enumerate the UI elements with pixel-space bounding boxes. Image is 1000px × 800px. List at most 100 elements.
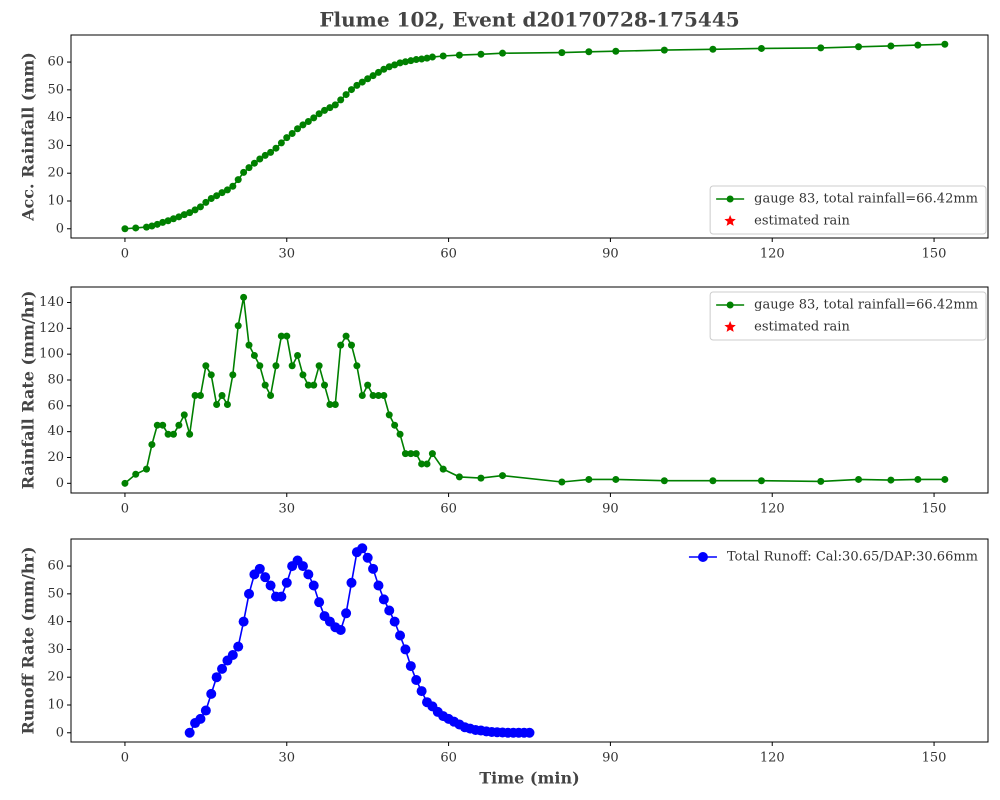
marker	[423, 460, 431, 468]
marker	[143, 223, 151, 231]
marker	[164, 430, 172, 438]
marker	[887, 42, 895, 50]
marker	[202, 198, 210, 206]
y-axis-label: Runoff Rate (mm/hr)	[19, 546, 38, 734]
marker	[407, 57, 415, 65]
x-tick-label: 30	[278, 502, 295, 517]
marker	[143, 465, 151, 473]
marker	[411, 674, 422, 685]
marker	[218, 391, 226, 399]
marker	[153, 421, 161, 429]
marker	[303, 569, 314, 580]
marker	[294, 351, 302, 359]
marker	[206, 688, 217, 699]
marker	[283, 332, 291, 340]
marker	[368, 563, 379, 574]
x-tick-label: 150	[922, 247, 947, 262]
marker	[337, 96, 345, 104]
axes-frame	[70, 538, 989, 743]
marker	[256, 362, 264, 370]
y-tick-label: 20	[47, 450, 64, 465]
marker	[277, 139, 285, 147]
marker	[373, 580, 384, 591]
marker	[321, 381, 329, 389]
y-tick-label: 40	[47, 424, 64, 439]
marker	[121, 479, 129, 487]
x-tick-label: 0	[121, 247, 129, 262]
legend-marker	[697, 552, 708, 562]
y-axis-label: Acc. Rainfall (mm)	[19, 52, 38, 222]
marker	[335, 624, 346, 635]
x-tick-label: 60	[440, 751, 457, 766]
marker	[389, 616, 400, 627]
marker	[887, 476, 895, 484]
marker	[353, 81, 361, 89]
marker	[245, 164, 253, 172]
marker	[524, 727, 535, 738]
legend-label: estimated rain	[754, 320, 850, 335]
chart-title: Flume 102, Event d20170728-175445	[319, 8, 739, 32]
marker	[310, 114, 318, 122]
marker	[196, 203, 204, 211]
marker	[585, 475, 593, 483]
y-axis-label: Rainfall Rate (mm/hr)	[19, 291, 38, 490]
marker	[439, 52, 447, 60]
marker	[337, 341, 345, 349]
marker	[374, 391, 382, 399]
marker	[186, 209, 194, 217]
marker	[254, 563, 265, 574]
marker	[423, 54, 431, 62]
marker	[817, 477, 825, 485]
marker	[396, 59, 404, 67]
marker	[385, 63, 393, 71]
marker	[272, 144, 280, 152]
y-tick-label: 0	[56, 221, 64, 236]
x-tick-label: 120	[760, 502, 785, 517]
marker	[380, 391, 388, 399]
marker	[180, 411, 188, 419]
marker	[914, 41, 922, 49]
axes-frame	[70, 34, 989, 239]
marker	[660, 477, 668, 485]
marker	[418, 460, 426, 468]
marker	[477, 50, 485, 58]
marker	[346, 577, 357, 588]
marker	[175, 213, 183, 221]
x-tick-label: 0	[121, 751, 129, 766]
marker	[357, 543, 368, 554]
marker	[364, 381, 372, 389]
legend-label: estimated rain	[754, 214, 850, 229]
marker	[202, 362, 210, 370]
marker	[380, 65, 388, 73]
marker	[342, 332, 350, 340]
marker	[211, 672, 222, 683]
y-tick-label: 10	[47, 697, 64, 712]
marker	[612, 47, 620, 55]
marker	[362, 552, 373, 563]
marker	[385, 411, 393, 419]
marker	[299, 121, 307, 129]
legend-frame	[709, 185, 987, 235]
y-tick-label: 0	[56, 476, 64, 491]
marker	[757, 44, 765, 52]
marker	[223, 186, 231, 194]
marker	[234, 176, 242, 184]
marker	[855, 43, 863, 51]
marker	[233, 641, 244, 652]
y-tick-label: 120	[39, 321, 64, 336]
x-tick-label: 90	[602, 751, 619, 766]
marker	[941, 40, 949, 48]
marker	[229, 371, 237, 379]
marker	[369, 72, 377, 80]
marker	[321, 106, 329, 114]
marker	[558, 478, 566, 486]
marker	[418, 55, 426, 63]
x-tick-label: 30	[278, 247, 295, 262]
marker	[499, 472, 507, 480]
marker	[400, 644, 411, 655]
marker	[169, 215, 177, 223]
marker	[283, 134, 291, 142]
marker	[191, 391, 199, 399]
y-tick-label: 40	[47, 110, 64, 125]
marker	[416, 686, 427, 697]
